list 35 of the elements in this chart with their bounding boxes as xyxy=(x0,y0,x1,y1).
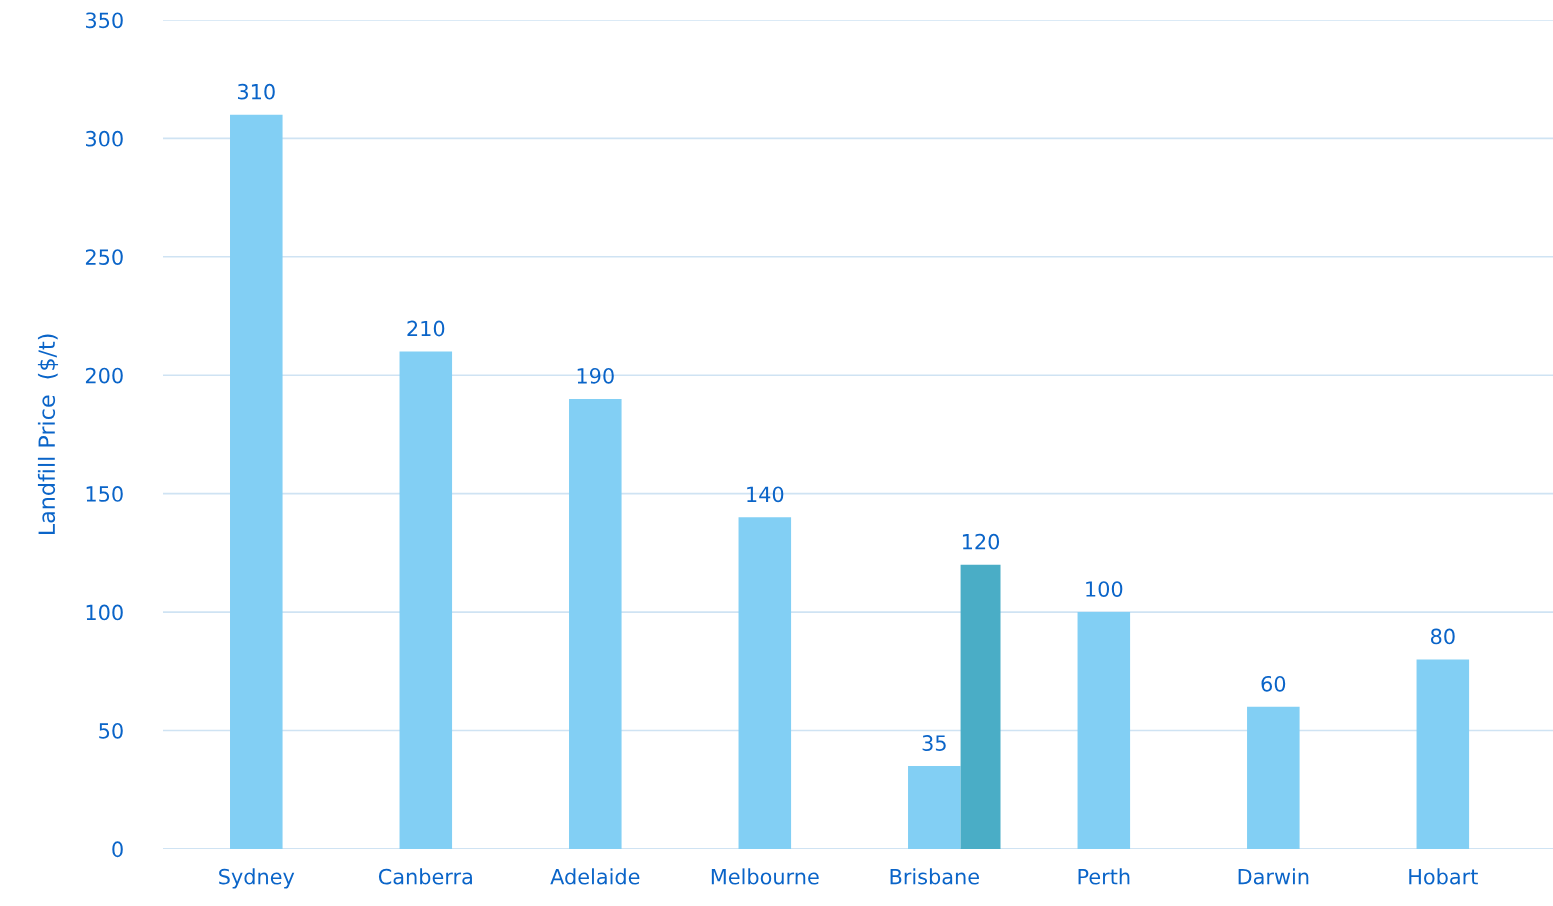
data-label: 120 xyxy=(962,533,1000,550)
bar xyxy=(908,766,961,849)
data-label: 310 xyxy=(238,83,275,100)
y-tick-label: 150 xyxy=(86,486,123,502)
bar xyxy=(738,517,792,849)
y-tick-label: 300 xyxy=(86,130,123,147)
data-label: 35 xyxy=(922,735,946,751)
y-axis-title: Landfill Price ($/t) xyxy=(37,334,59,535)
bar xyxy=(230,114,283,849)
x-tick-label: Adelaide xyxy=(550,868,640,885)
x-tick-label: Brisbane xyxy=(890,868,979,885)
bar xyxy=(1247,706,1300,849)
x-tick-label: Canberra xyxy=(378,868,472,885)
bar xyxy=(1077,612,1131,849)
bar xyxy=(399,351,453,849)
x-tick-label: Perth xyxy=(1078,868,1130,885)
y-tick-label: 250 xyxy=(85,249,123,265)
x-tick-label: Hobart xyxy=(1409,868,1478,885)
bar xyxy=(569,398,622,849)
x-tick-label: Melbourne xyxy=(711,868,819,885)
bar xyxy=(960,564,1001,849)
y-tick-label: 50 xyxy=(99,722,123,739)
y-tick-label: 350 xyxy=(86,12,123,29)
data-label: 100 xyxy=(1086,581,1123,597)
y-tick-label: 200 xyxy=(85,367,123,384)
x-tick-label: Darwin xyxy=(1238,868,1309,885)
data-label: 210 xyxy=(407,320,445,337)
data-label: 140 xyxy=(747,486,784,503)
data-label: 60 xyxy=(1261,675,1286,692)
x-tick-label: Sydney xyxy=(219,868,295,889)
y-tick-label: 100 xyxy=(86,604,123,621)
data-label: 190 xyxy=(577,367,614,384)
y-tick-label: 0 xyxy=(112,841,123,858)
bar xyxy=(1416,659,1470,849)
data-label: 80 xyxy=(1430,628,1455,645)
